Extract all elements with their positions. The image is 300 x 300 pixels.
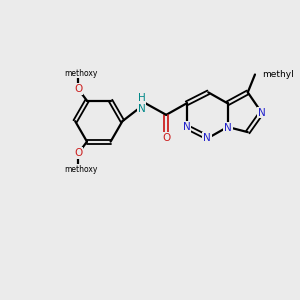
Text: N: N: [224, 122, 232, 133]
Text: methyl: methyl: [262, 70, 294, 79]
Text: methoxy: methoxy: [64, 69, 98, 78]
Text: H
N: H N: [138, 92, 146, 114]
Text: N: N: [258, 107, 266, 118]
Text: O: O: [74, 148, 82, 158]
Text: O: O: [74, 84, 82, 94]
Text: N: N: [183, 122, 190, 132]
Text: N: N: [203, 133, 211, 143]
Text: methoxy: methoxy: [64, 164, 98, 173]
Text: O: O: [162, 133, 170, 143]
